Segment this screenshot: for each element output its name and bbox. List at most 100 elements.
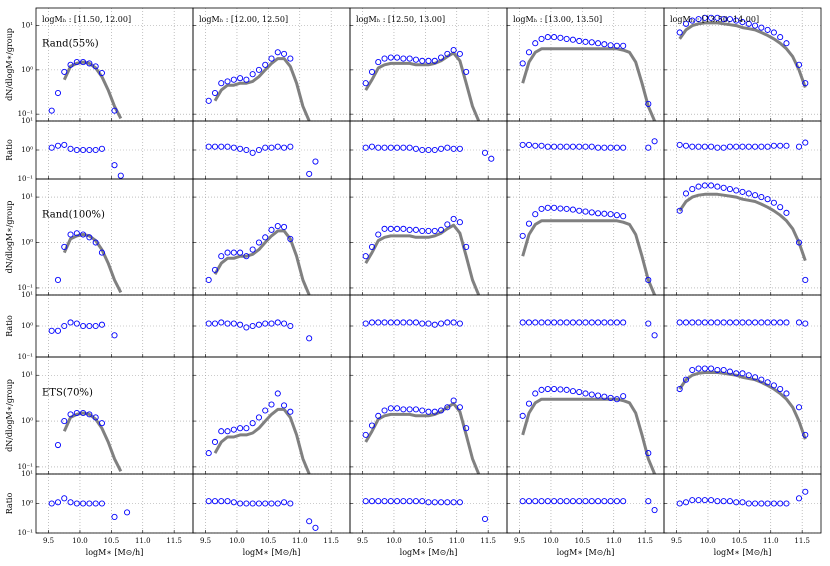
- data-point: [281, 50, 288, 57]
- ratio-point: [595, 498, 602, 505]
- x-tick-label: 10.0: [700, 537, 716, 545]
- x-tick-label: 9.5: [514, 537, 525, 545]
- data-point: [438, 54, 445, 61]
- ratio-point: [620, 498, 627, 505]
- data-point: [613, 42, 620, 49]
- ratio-point: [519, 498, 526, 505]
- data-point: [425, 227, 432, 234]
- y-tick-label: 10¹: [21, 470, 33, 478]
- data-point: [714, 366, 721, 374]
- ratio-point: [551, 143, 558, 150]
- data-point: [682, 190, 690, 197]
- data-point: [67, 61, 74, 68]
- ratio-point: [368, 143, 376, 150]
- data-point: [381, 55, 388, 62]
- data-point: [375, 412, 382, 419]
- ratio-point: [588, 143, 595, 150]
- ratio-point: [400, 319, 407, 326]
- ratio-point: [431, 499, 438, 506]
- y-tick-label: 10⁻¹: [18, 175, 34, 183]
- data-point: [444, 221, 451, 228]
- x-tick-label: 10.5: [732, 537, 748, 545]
- data-point: [708, 14, 715, 21]
- ratio-point: [601, 144, 608, 151]
- data-point: [394, 225, 401, 232]
- ratio-point: [406, 319, 413, 326]
- data-point: [519, 412, 526, 419]
- x-axis-label: logM∗ [M⊙/h]: [86, 548, 144, 557]
- ratio-point: [595, 144, 602, 151]
- data-point: [444, 50, 451, 57]
- data-point: [689, 17, 696, 24]
- data-point: [61, 418, 68, 425]
- ratio-point: [563, 143, 570, 150]
- data-point: [262, 234, 269, 241]
- data-point: [726, 368, 733, 375]
- data-point: [532, 211, 539, 218]
- column-title: logMₕ : [13.50, 14.00]: [670, 15, 759, 24]
- data-point: [682, 376, 690, 383]
- data-point: [569, 388, 576, 395]
- data-point: [701, 182, 708, 189]
- data-point: [274, 223, 281, 230]
- ratio-point: [306, 518, 313, 525]
- ratio-point: [802, 320, 809, 327]
- data-point: [601, 210, 608, 217]
- ratio-point: [770, 319, 777, 326]
- ratio-point: [714, 498, 721, 505]
- data-point: [230, 249, 237, 256]
- data-point: [538, 205, 545, 212]
- ratio-point: [588, 319, 595, 326]
- data-point: [444, 404, 451, 411]
- data-point: [576, 207, 583, 214]
- model-band: [62, 411, 123, 472]
- ratio-point: [745, 319, 752, 326]
- data-point: [676, 207, 683, 214]
- ratio-point: [551, 319, 558, 326]
- data-point: [783, 40, 790, 47]
- data-point: [745, 190, 752, 197]
- data-point: [205, 97, 212, 104]
- data-point: [463, 425, 470, 432]
- data-point: [620, 42, 627, 49]
- ratio-point: [268, 500, 275, 507]
- data-point: [676, 29, 683, 36]
- ratio-point: [563, 319, 570, 326]
- ratio-point: [733, 319, 740, 326]
- data-point: [375, 59, 382, 66]
- x-tick-label: 10.5: [418, 537, 434, 545]
- data-point: [86, 60, 93, 67]
- data-point: [419, 57, 426, 64]
- x-tick-label: 11.5: [794, 537, 810, 545]
- ratio-point: [695, 319, 702, 326]
- data-point: [237, 249, 244, 256]
- ratio-point: [281, 144, 288, 151]
- ratio-point: [444, 319, 451, 326]
- data-point: [98, 420, 105, 427]
- ratio-point: [569, 319, 576, 326]
- ratio-point: [488, 155, 495, 162]
- ratio-point: [456, 499, 463, 506]
- ratio-point: [255, 146, 262, 154]
- data-point: [387, 225, 394, 232]
- ratio-point: [98, 145, 105, 152]
- data-point: [230, 426, 237, 433]
- ratio-point: [726, 143, 733, 150]
- ratio-point: [777, 500, 784, 507]
- ratio-point: [205, 320, 212, 327]
- data-point: [438, 407, 445, 414]
- data-point: [375, 231, 382, 238]
- data-point: [607, 211, 614, 218]
- ratio-point: [532, 319, 539, 326]
- data-point: [601, 41, 608, 48]
- data-point: [218, 80, 225, 87]
- data-point: [557, 34, 564, 41]
- ratio-point: [237, 321, 244, 328]
- data-point: [739, 370, 746, 377]
- ratio-point: [387, 498, 394, 505]
- ratio-point: [745, 143, 752, 150]
- data-point: [287, 408, 294, 415]
- data-point: [802, 80, 809, 87]
- x-tick-label: 10.0: [543, 537, 559, 545]
